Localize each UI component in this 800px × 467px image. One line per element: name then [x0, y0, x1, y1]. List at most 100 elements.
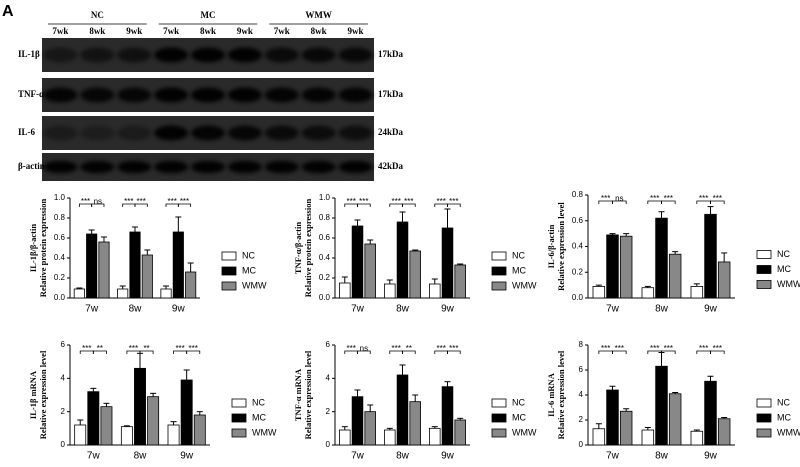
blot-lane-label: 8wk — [200, 26, 216, 36]
significance-label: *** — [124, 197, 133, 206]
bar — [351, 225, 364, 299]
bar — [441, 386, 454, 446]
bar — [86, 233, 98, 299]
significance-label: *** — [404, 197, 413, 206]
legend-swatch — [231, 413, 247, 423]
bar — [364, 411, 376, 446]
x-tick-label: 8w — [129, 304, 143, 315]
y-axis-label: Relative expression level — [303, 350, 313, 439]
blot-group-label: NC — [91, 10, 104, 20]
bar — [592, 286, 606, 299]
x-tick-label: 9w — [172, 304, 186, 315]
y-tick-label: 6 — [326, 340, 331, 349]
bar — [704, 380, 717, 446]
bar — [185, 271, 197, 299]
legend-label: WMW — [777, 279, 800, 289]
significance-label: *** — [391, 197, 400, 206]
x-tick-label: 8w — [134, 451, 148, 462]
significance-bracket — [139, 350, 154, 354]
y-tick-label: 0.6 — [572, 216, 584, 225]
blot-band — [338, 47, 373, 63]
bar — [396, 374, 409, 446]
blot-band — [227, 87, 262, 103]
blot-lane-label: 9wk — [237, 26, 253, 36]
blot-band — [264, 160, 299, 174]
bar — [454, 419, 466, 446]
significance-bracket — [710, 200, 725, 204]
y-tick-label: 0.6 — [319, 233, 331, 242]
y-tick-label: 0.6 — [54, 233, 66, 242]
bar — [141, 254, 153, 299]
legend-label: WMW — [252, 427, 277, 437]
blot-row-label: TNF-α — [18, 89, 44, 99]
legend-label: NC — [252, 397, 265, 407]
blot-lane-label: 7wk — [163, 26, 179, 36]
legend-label: MC — [512, 265, 526, 275]
significance-label: ** — [406, 344, 412, 353]
blot-band — [264, 87, 299, 103]
y-tick-label: 4 — [326, 373, 331, 382]
blot-band — [80, 87, 115, 103]
x-tick-label: 9w — [441, 304, 455, 315]
blot-lane-label: 7wk — [52, 26, 68, 36]
significance-label: *** — [664, 344, 673, 353]
significance-label: *** — [713, 344, 722, 353]
blot-size-label: 17kDa — [378, 49, 404, 59]
legend-swatch — [231, 428, 247, 438]
blot-size-label: 42kDa — [378, 161, 404, 171]
y-axis-label: IL-6/β-actin — [546, 224, 556, 268]
y-axis-label: Relative protein expression — [38, 199, 48, 298]
legend-label: NC — [242, 250, 255, 260]
bar — [690, 430, 704, 446]
blot-band — [43, 125, 78, 141]
blot-lane-label: 9wk — [348, 26, 364, 36]
bar — [147, 396, 160, 446]
significance-label: *** — [436, 197, 445, 206]
legend-label: WMW — [777, 427, 800, 437]
blot-band — [338, 160, 373, 174]
x-tick-label: 8w — [396, 451, 410, 462]
significance-bracket — [447, 203, 461, 207]
y-tick-label: 0.4 — [54, 253, 66, 262]
legend-swatch — [491, 413, 507, 423]
bar — [98, 241, 110, 299]
blot-band — [227, 125, 262, 141]
bar — [100, 406, 113, 446]
significance-bracket — [612, 350, 627, 354]
significance-bracket — [177, 203, 192, 207]
y-axis-label: IL-1β/β-actin — [28, 224, 38, 272]
y-tick-label: 4 — [61, 373, 66, 382]
bar — [641, 287, 655, 299]
legend-swatch — [491, 398, 507, 408]
blot-band — [154, 87, 189, 103]
y-axis-label: Relative expression level — [556, 202, 566, 291]
bar — [74, 424, 87, 446]
x-tick-label: 9w — [704, 304, 718, 315]
bar — [429, 283, 441, 299]
blot-size-label: 24kDa — [378, 127, 404, 137]
significance-label: *** — [82, 344, 91, 353]
blot-band — [264, 47, 299, 63]
y-tick-label: 1.0 — [319, 193, 331, 202]
legend-label: NC — [512, 250, 525, 260]
significance-bracket — [447, 350, 461, 354]
blot-band — [117, 47, 152, 63]
x-tick-label: 8w — [655, 451, 669, 462]
blot-group-label: MC — [201, 10, 216, 20]
y-tick-label: 0.2 — [319, 273, 331, 282]
bar — [180, 379, 193, 446]
x-tick-label: 8w — [655, 304, 669, 315]
x-tick-label: 8w — [396, 304, 410, 315]
y-tick-label: 0.8 — [54, 213, 66, 222]
legend-label: WMW — [512, 427, 537, 437]
significance-label: *** — [699, 194, 708, 203]
blot-band — [227, 160, 262, 174]
bar — [339, 282, 351, 299]
bar — [690, 286, 704, 299]
significance-label: *** — [175, 344, 184, 353]
blot-band — [191, 87, 225, 103]
significance-label: *** — [391, 344, 400, 353]
bar — [454, 264, 466, 299]
significance-label: *** — [601, 344, 610, 353]
